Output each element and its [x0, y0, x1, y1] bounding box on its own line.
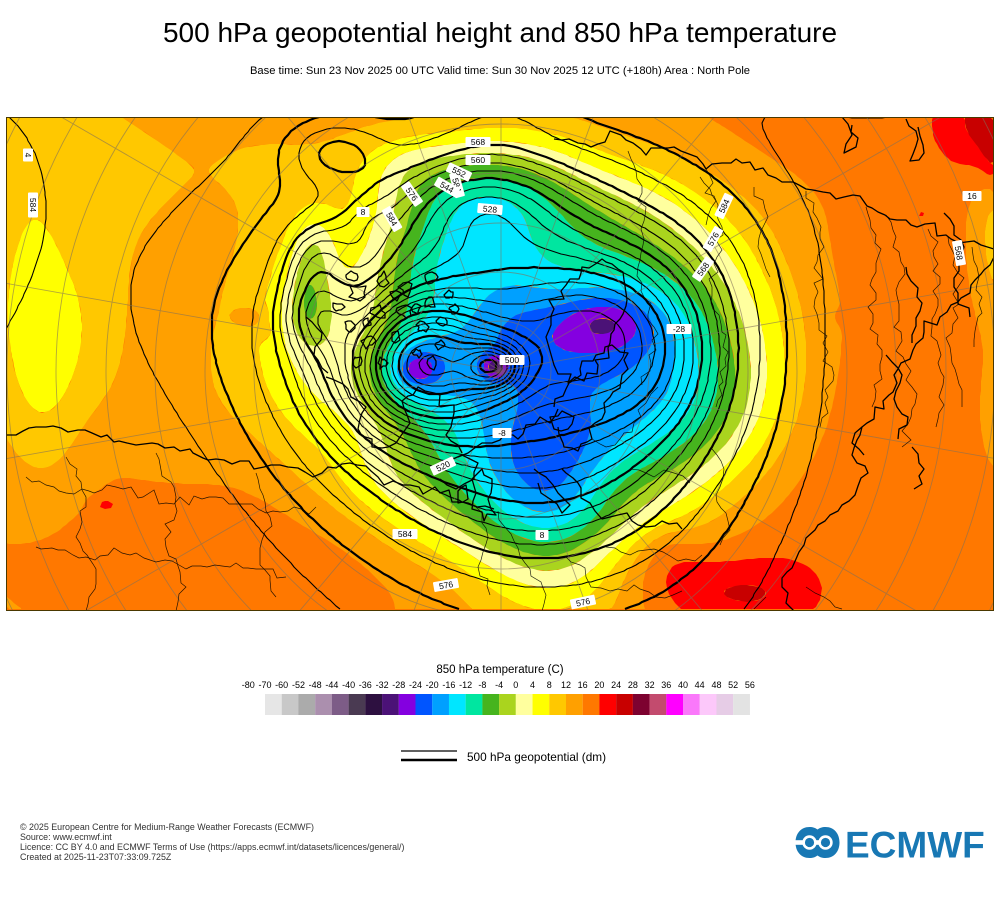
svg-text:584: 584	[398, 529, 412, 539]
svg-text:560: 560	[471, 155, 485, 165]
svg-text:568: 568	[471, 137, 485, 147]
svg-text:4: 4	[23, 153, 33, 158]
svg-text:8: 8	[540, 530, 545, 540]
svg-text:16: 16	[967, 191, 977, 201]
svg-text:-28: -28	[673, 324, 686, 334]
svg-text:576: 576	[575, 596, 591, 609]
svg-text:568: 568	[953, 245, 965, 261]
svg-text:8: 8	[361, 207, 366, 217]
svg-text:576: 576	[438, 579, 454, 591]
svg-text:500: 500	[505, 355, 519, 365]
svg-text:-8: -8	[498, 428, 506, 438]
svg-text:528: 528	[482, 204, 497, 215]
svg-text:ECMWF: ECMWF	[845, 826, 985, 862]
svg-text:584: 584	[28, 198, 38, 212]
